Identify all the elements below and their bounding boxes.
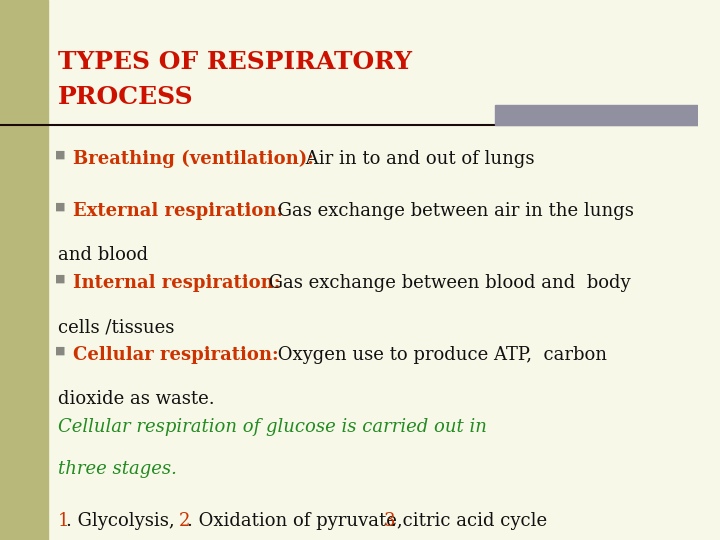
- Text: three stages.: three stages.: [58, 460, 177, 478]
- Text: Breathing (ventilation):: Breathing (ventilation):: [73, 150, 320, 168]
- Text: Gas exchange between air in the lungs: Gas exchange between air in the lungs: [272, 202, 634, 220]
- Text: . citric acid cycle: . citric acid cycle: [391, 512, 547, 530]
- Text: Air in to and out of lungs: Air in to and out of lungs: [300, 150, 534, 168]
- Text: and blood: and blood: [58, 246, 148, 264]
- Text: 2: 2: [179, 512, 191, 530]
- Text: ■: ■: [55, 274, 66, 284]
- Bar: [0, 0, 48, 540]
- Text: 3: 3: [384, 512, 395, 530]
- Text: PROCESS: PROCESS: [58, 85, 194, 109]
- Text: cells /tissues: cells /tissues: [58, 318, 174, 336]
- Text: dioxide as waste.: dioxide as waste.: [58, 390, 220, 408]
- Text: ■: ■: [55, 202, 66, 212]
- Text: ■: ■: [55, 346, 66, 356]
- Text: TYPES OF RESPIRATORY: TYPES OF RESPIRATORY: [58, 50, 413, 74]
- Bar: [495, 105, 698, 125]
- Text: 1: 1: [58, 512, 70, 530]
- Text: Internal respiration:: Internal respiration:: [73, 274, 280, 292]
- Text: Cellular respiration of glucose is carried out in: Cellular respiration of glucose is carri…: [58, 418, 487, 436]
- Text: Cellular respiration:: Cellular respiration:: [73, 346, 284, 364]
- Text: . Oxidation of pyruvate,: . Oxidation of pyruvate,: [186, 512, 414, 530]
- Text: Oxygen use to produce ATP,  carbon: Oxygen use to produce ATP, carbon: [272, 346, 608, 364]
- Text: Gas exchange between blood and  body: Gas exchange between blood and body: [264, 274, 631, 292]
- Text: ■: ■: [55, 150, 66, 160]
- Text: External respiration:: External respiration:: [73, 202, 289, 220]
- Text: . Glycolysis,: . Glycolysis,: [66, 512, 186, 530]
